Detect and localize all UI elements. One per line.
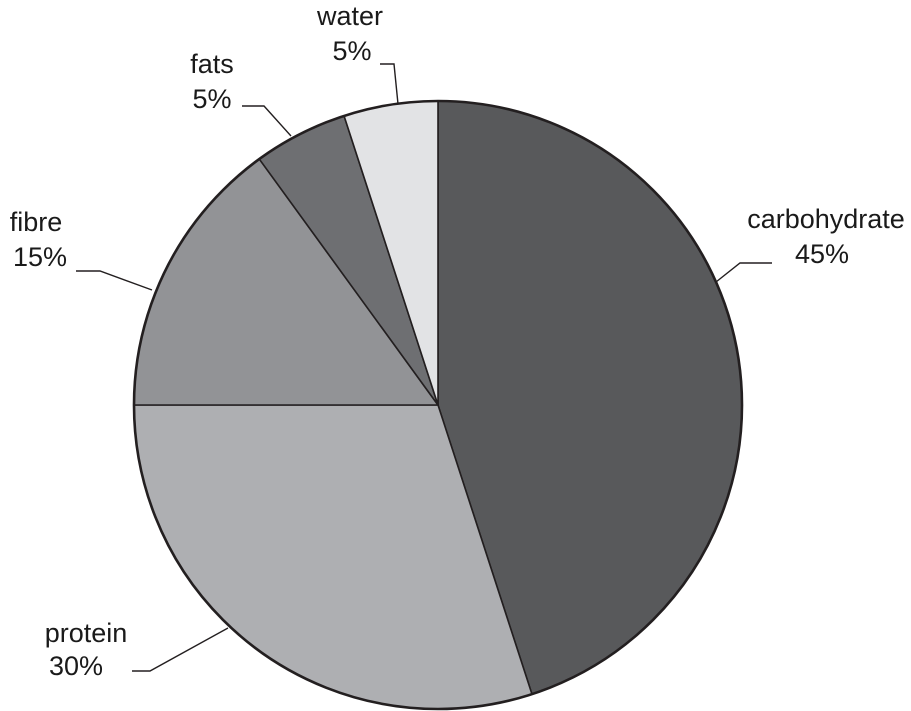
pie-slices (133, 100, 743, 710)
leader-line-water (380, 63, 399, 105)
slice-value-fats: 5% (192, 84, 231, 114)
pie-outline (132, 99, 744, 711)
slice-label-fibre: fibre (10, 207, 63, 237)
slice-value-protein: 30% (49, 651, 103, 681)
leader-lines (76, 63, 772, 672)
slice-label-water: water (316, 1, 383, 31)
slice-label-carbohydrate: carbohydrate (747, 204, 905, 234)
slice-value-fibre: 15% (13, 242, 67, 272)
slice-label-protein: protein (45, 618, 128, 648)
slice-value-water: 5% (332, 36, 371, 66)
leader-line-fibre (76, 270, 153, 291)
leader-line-carbohydrate (715, 262, 772, 283)
leader-line-protein (132, 627, 229, 672)
slice-label-fats: fats (190, 49, 234, 79)
leader-line-fats (242, 105, 292, 137)
slice-value-carbohydrate: 45% (795, 239, 849, 269)
